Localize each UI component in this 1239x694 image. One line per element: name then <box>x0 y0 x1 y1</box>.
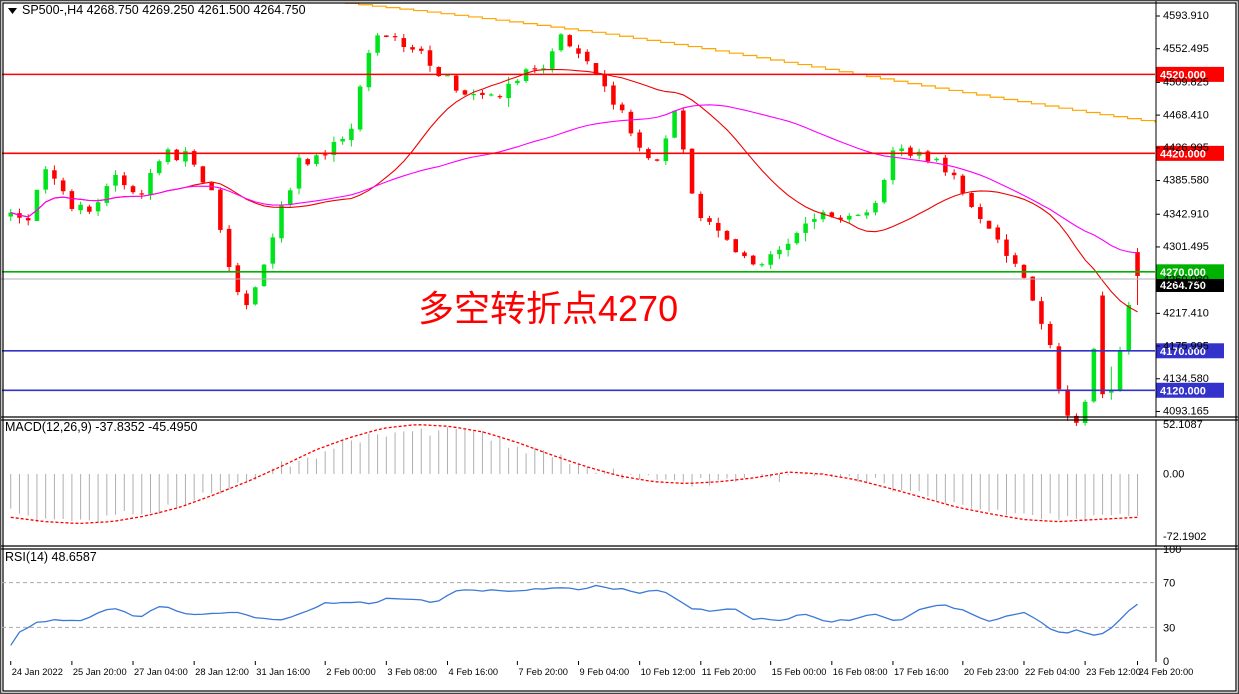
svg-text:4342.910: 4342.910 <box>1163 208 1209 220</box>
svg-text:31 Jan 16:00: 31 Jan 16:00 <box>256 667 310 677</box>
svg-text:22 Feb 04:00: 22 Feb 04:00 <box>1025 667 1080 677</box>
svg-text:52.1087: 52.1087 <box>1163 419 1203 431</box>
svg-text:16 Feb 08:00: 16 Feb 08:00 <box>833 667 888 677</box>
svg-text:7 Feb 20:00: 7 Feb 20:00 <box>518 667 568 677</box>
svg-text:100: 100 <box>1163 544 1181 556</box>
svg-text:25 Jan 20:00: 25 Jan 20:00 <box>73 667 127 677</box>
svg-text:3 Feb 08:00: 3 Feb 08:00 <box>387 667 437 677</box>
svg-text:17 Feb 16:00: 17 Feb 16:00 <box>894 667 949 677</box>
svg-text:4301.495: 4301.495 <box>1163 241 1209 253</box>
svg-text:MACD(12,26,9) -37.8352 -45.495: MACD(12,26,9) -37.8352 -45.4950 <box>5 420 198 434</box>
svg-text:24 Feb 20:00: 24 Feb 20:00 <box>1139 667 1194 677</box>
svg-text:4093.165: 4093.165 <box>1163 406 1209 418</box>
svg-text:2 Feb 00:00: 2 Feb 00:00 <box>326 667 376 677</box>
svg-text:多空转折点4270: 多空转折点4270 <box>418 288 678 329</box>
svg-text:23 Feb 12:00: 23 Feb 12:00 <box>1086 667 1141 677</box>
svg-text:-72.1902: -72.1902 <box>1163 531 1206 543</box>
svg-text:4552.495: 4552.495 <box>1163 43 1209 55</box>
svg-text:70: 70 <box>1163 578 1175 590</box>
svg-text:RSI(14) 48.6587: RSI(14) 48.6587 <box>5 550 97 564</box>
svg-text:15 Feb 00:00: 15 Feb 00:00 <box>772 667 827 677</box>
svg-text:4426.995: 4426.995 <box>1163 142 1209 154</box>
svg-text:4260.080: 4260.080 <box>1163 274 1209 286</box>
svg-text:4468.410: 4468.410 <box>1163 109 1209 121</box>
svg-text:27 Jan 04:00: 27 Jan 04:00 <box>134 667 188 677</box>
svg-text:24 Jan 2022: 24 Jan 2022 <box>12 667 63 677</box>
svg-text:4120.000: 4120.000 <box>1160 385 1206 397</box>
svg-text:4217.410: 4217.410 <box>1163 308 1209 320</box>
svg-text:4175.995: 4175.995 <box>1163 340 1209 352</box>
svg-text:4385.580: 4385.580 <box>1163 175 1209 187</box>
svg-text:28 Jan 12:00: 28 Jan 12:00 <box>195 667 249 677</box>
svg-text:4593.910: 4593.910 <box>1163 10 1209 22</box>
svg-text:20 Feb 23:00: 20 Feb 23:00 <box>964 667 1019 677</box>
svg-text:4509.825: 4509.825 <box>1163 77 1209 89</box>
svg-text:10 Feb 12:00: 10 Feb 12:00 <box>641 667 696 677</box>
svg-text:SP500-,H4 4268.750 4269.250 4: SP500-,H4 4268.750 4269.250 4261.500 426… <box>22 3 306 17</box>
svg-text:11 Feb 20:00: 11 Feb 20:00 <box>702 667 756 677</box>
svg-text:0.00: 0.00 <box>1163 469 1184 481</box>
svg-text:4134.580: 4134.580 <box>1163 373 1209 385</box>
svg-text:30: 30 <box>1163 623 1175 635</box>
svg-text:4 Feb 16:00: 4 Feb 16:00 <box>448 667 498 677</box>
svg-text:9 Feb 04:00: 9 Feb 04:00 <box>580 667 630 677</box>
